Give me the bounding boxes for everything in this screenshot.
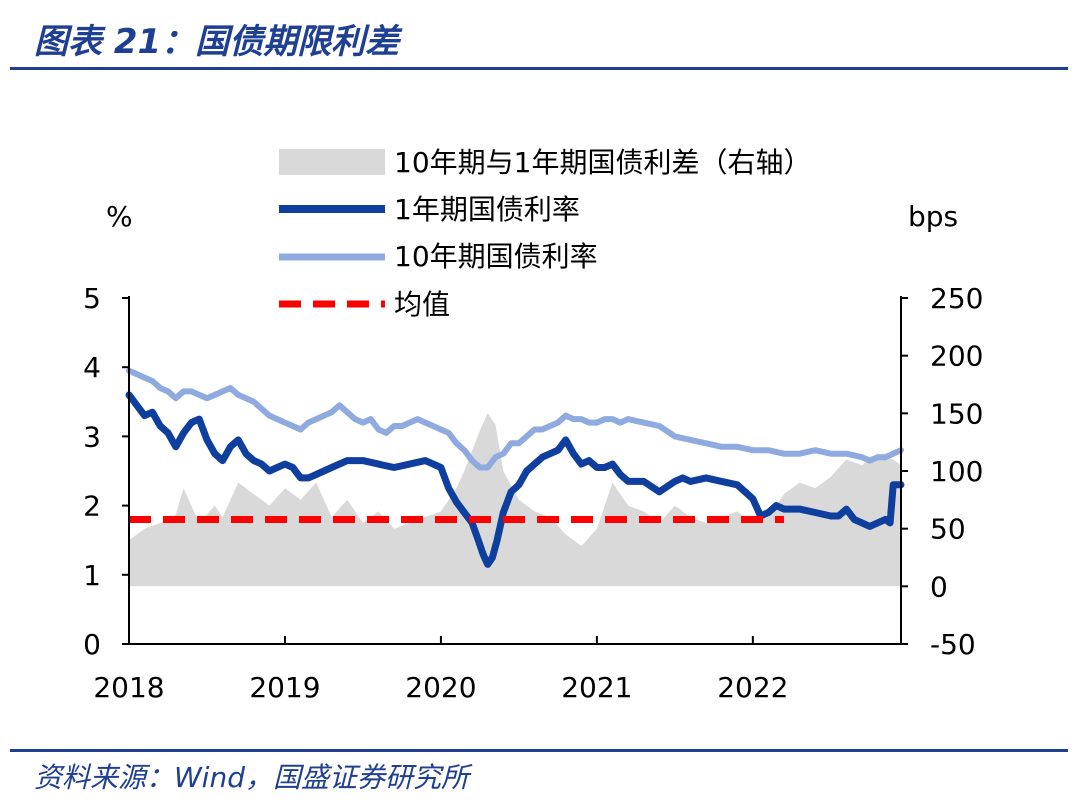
left-tick-label: 1 [83,559,101,592]
right-tick-label: -50 [930,628,976,661]
source-note: 资料来源：Wind，国盛证券研究所 [34,761,469,794]
left-unit-label: % [106,200,133,233]
left-tick-label: 2 [83,490,101,523]
left-tick-label: 5 [83,282,101,315]
left-tick-label: 3 [83,420,101,453]
right-tick-label: 150 [930,397,983,430]
page-title: 图表 21：国债期限利差 [34,22,400,62]
spread-area [129,413,901,587]
x-tick-label: 2019 [249,671,320,704]
source-rule [10,749,1068,752]
left-tick-label: 0 [83,628,101,661]
x-tick-label: 2021 [561,671,632,704]
x-tick-label: 2018 [93,671,164,704]
right-tick-label: 50 [930,513,966,546]
legend-label-mean: 均值 [394,288,450,321]
10y-yield-line [126,367,904,471]
x-axis-ticks: 2018 2019 2020 2021 2022 [93,636,788,704]
right-tick-label: 0 [930,570,948,603]
right-tick-label: 250 [930,282,983,315]
right-tick-label: 200 [930,340,983,373]
title-rule [10,67,1068,70]
left-axis-ticks: 0 1 2 3 4 5 [83,282,129,661]
legend-label-10y: 10年期国债利率 [394,240,598,273]
legend-swatch-spread [279,149,385,175]
x-tick-label: 2020 [405,671,476,704]
left-tick-label: 4 [83,351,101,384]
right-unit-label: bps [908,200,958,233]
right-axis-ticks: -50 0 50 100 150 200 250 [901,282,983,661]
legend-label-spread: 10年期与1年期国债利差（右轴） [394,146,811,179]
right-tick-label: 100 [930,455,983,488]
legend-label-1y: 1年期国债利率 [394,193,580,226]
1y-yield-line [125,391,905,568]
legend: 10年期与1年期国债利差（右轴） 1年期国债利率 10年期国债利率 均值 [279,146,811,321]
x-tick-label: 2022 [717,671,788,704]
